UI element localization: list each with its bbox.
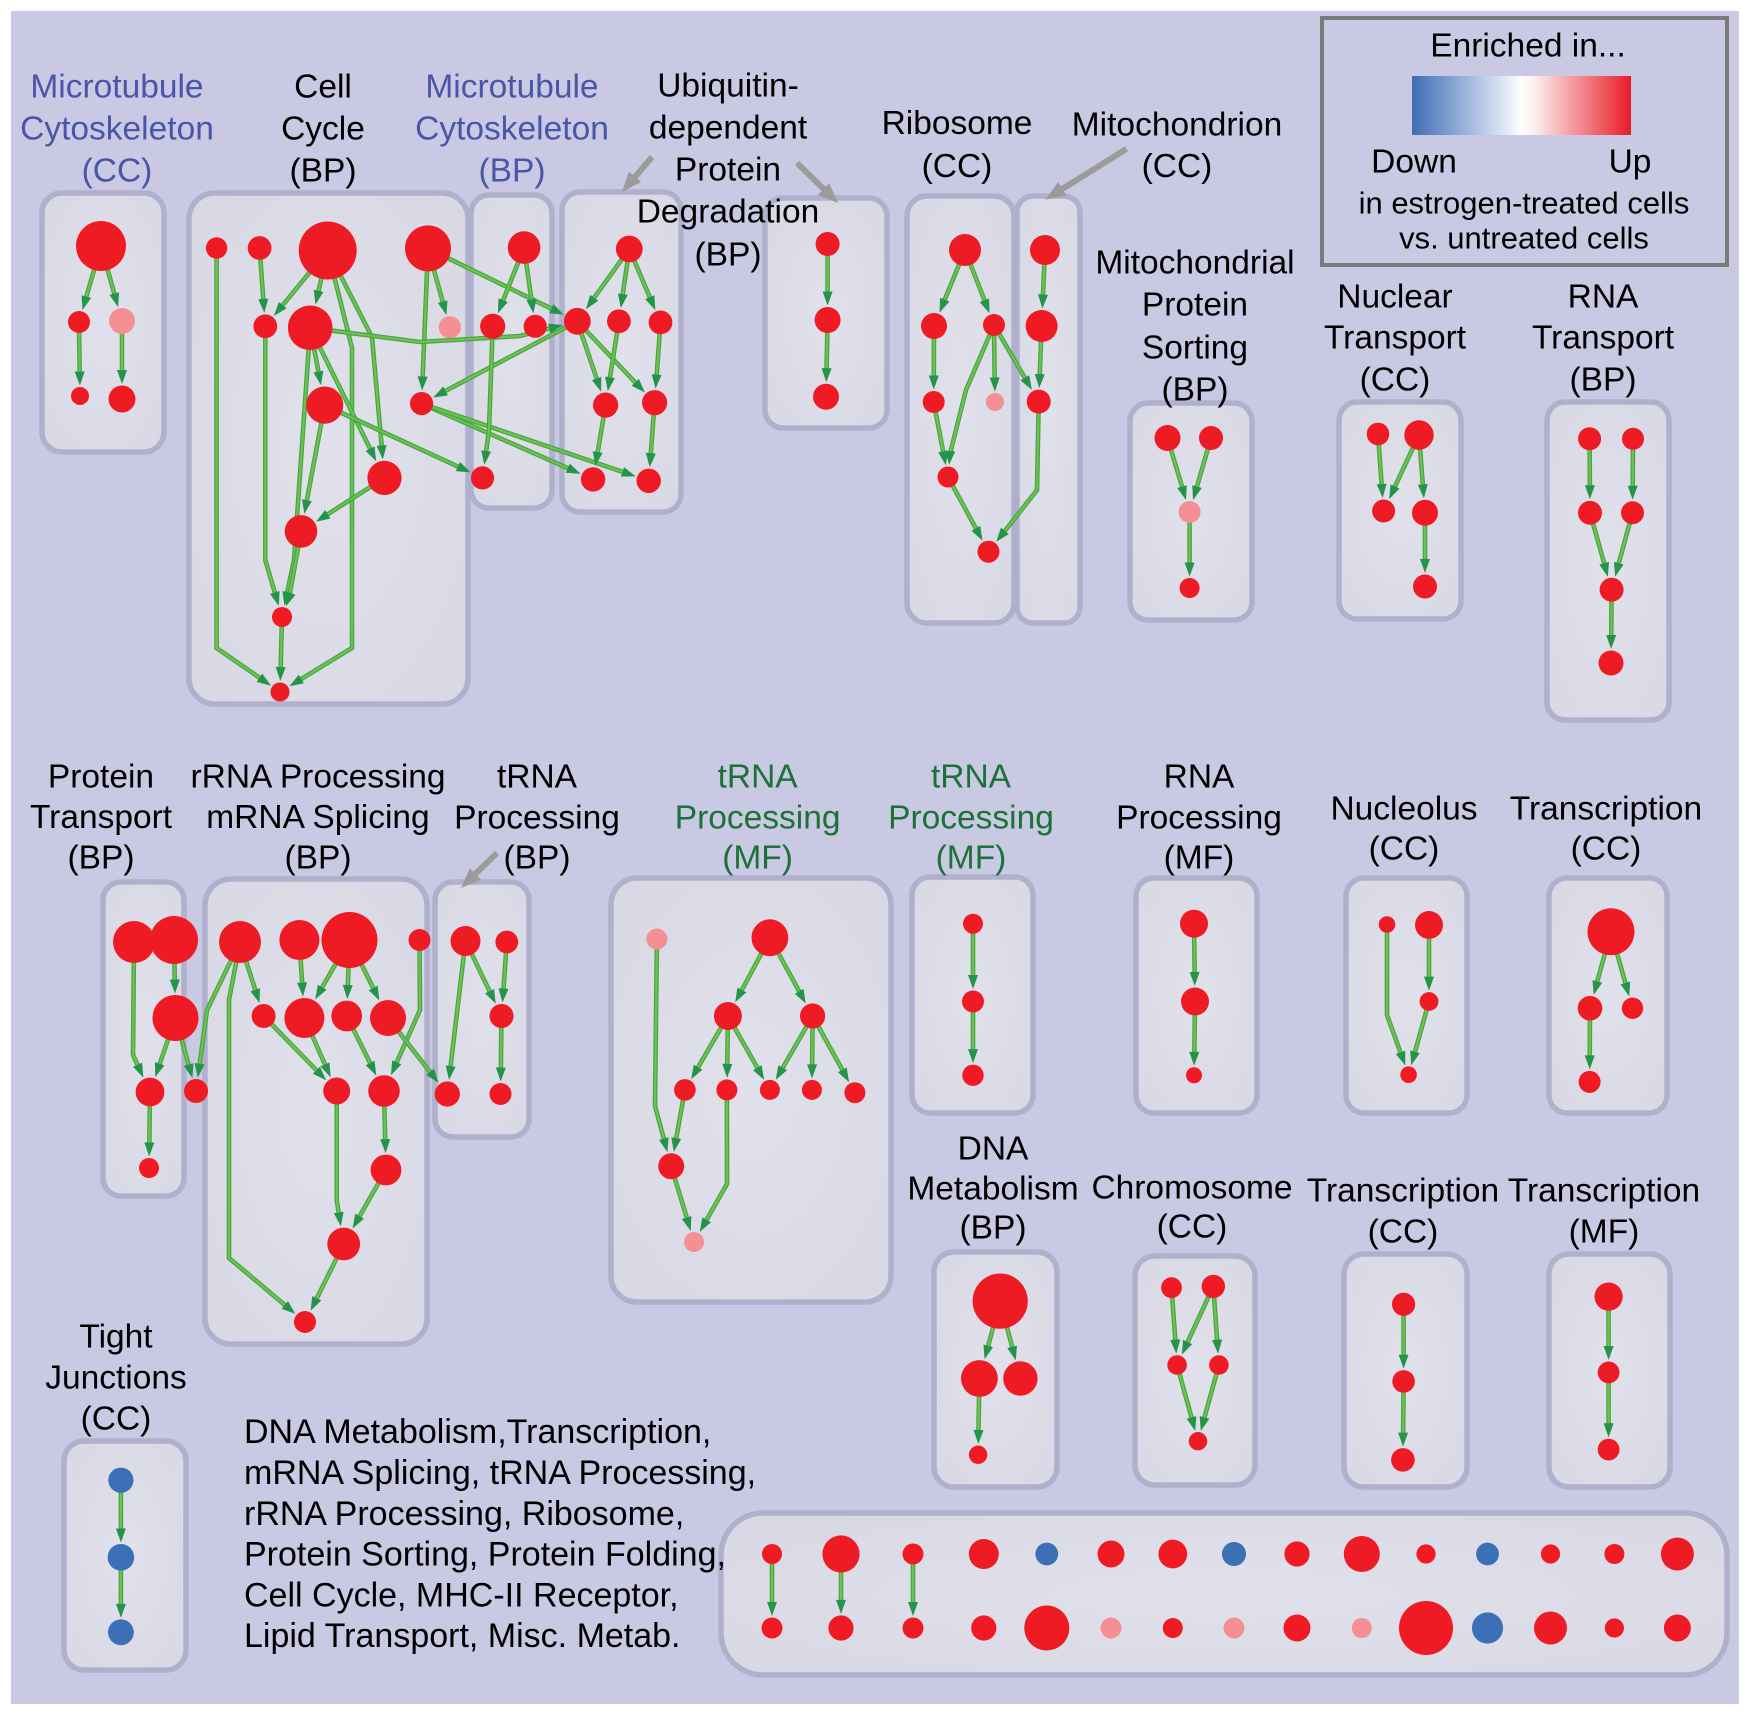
svg-text:(MF): (MF) bbox=[722, 840, 793, 877]
svg-text:Down: Down bbox=[1371, 144, 1457, 181]
svg-text:(BP): (BP) bbox=[504, 840, 571, 877]
svg-text:(CC): (CC) bbox=[1142, 148, 1213, 185]
svg-text:Tight: Tight bbox=[79, 1319, 153, 1356]
svg-text:Protein Sorting, Protein Foldi: Protein Sorting, Protein Folding, bbox=[244, 1536, 726, 1574]
svg-text:dependent: dependent bbox=[649, 110, 808, 147]
svg-text:(CC): (CC) bbox=[1368, 1214, 1439, 1251]
svg-text:Junctions: Junctions bbox=[45, 1360, 187, 1397]
svg-text:Mitochondrial: Mitochondrial bbox=[1095, 245, 1294, 282]
svg-text:(CC): (CC) bbox=[1360, 362, 1431, 399]
svg-text:(MF): (MF) bbox=[1164, 840, 1235, 877]
svg-text:Enriched in...: Enriched in... bbox=[1430, 28, 1626, 65]
svg-text:Processing: Processing bbox=[454, 800, 620, 837]
svg-text:Cycle: Cycle bbox=[281, 111, 365, 148]
svg-text:vs. untreated cells: vs. untreated cells bbox=[1399, 221, 1649, 256]
svg-text:DNA Metabolism,Transcription,: DNA Metabolism,Transcription, bbox=[244, 1413, 711, 1451]
svg-text:(BP): (BP) bbox=[479, 153, 546, 190]
svg-text:Transport: Transport bbox=[1324, 320, 1467, 357]
svg-text:(MF): (MF) bbox=[1569, 1214, 1640, 1251]
svg-text:tRNA: tRNA bbox=[497, 759, 578, 796]
svg-text:(BP): (BP) bbox=[68, 840, 135, 877]
svg-text:Cytoskeleton: Cytoskeleton bbox=[20, 111, 214, 148]
svg-text:Cytoskeleton: Cytoskeleton bbox=[415, 111, 609, 148]
svg-text:Nucleolus: Nucleolus bbox=[1330, 791, 1477, 828]
svg-text:Sorting: Sorting bbox=[1142, 330, 1248, 367]
svg-text:(BP): (BP) bbox=[290, 153, 357, 190]
svg-text:rRNA Processing, Ribosome,: rRNA Processing, Ribosome, bbox=[244, 1495, 684, 1533]
svg-text:RNA: RNA bbox=[1568, 279, 1639, 316]
svg-text:(CC): (CC) bbox=[922, 148, 993, 185]
svg-text:RNA: RNA bbox=[1164, 759, 1235, 796]
svg-text:DNA: DNA bbox=[958, 1131, 1029, 1168]
svg-text:Cell Cycle, MHC-II Receptor,: Cell Cycle, MHC-II Receptor, bbox=[244, 1576, 679, 1614]
svg-text:(BP): (BP) bbox=[1162, 372, 1229, 409]
svg-text:Transport: Transport bbox=[30, 799, 173, 836]
svg-text:mRNA Splicing, tRNA Processing: mRNA Splicing, tRNA Processing, bbox=[244, 1454, 756, 1492]
svg-text:Transport: Transport bbox=[1532, 320, 1675, 357]
svg-text:Ribosome: Ribosome bbox=[882, 105, 1033, 142]
svg-text:Ubiquitin-: Ubiquitin- bbox=[657, 68, 799, 105]
svg-text:Processing: Processing bbox=[675, 800, 841, 837]
svg-text:Processing: Processing bbox=[888, 800, 1054, 837]
svg-text:(BP): (BP) bbox=[1570, 362, 1637, 399]
svg-text:Microtubule: Microtubule bbox=[30, 69, 203, 106]
svg-text:tRNA: tRNA bbox=[931, 759, 1012, 796]
svg-text:Mitochondrion: Mitochondrion bbox=[1072, 107, 1282, 144]
svg-text:Lipid Transport, Misc. Metab.: Lipid Transport, Misc. Metab. bbox=[244, 1617, 681, 1655]
svg-text:(BP): (BP) bbox=[695, 237, 762, 274]
svg-text:(BP): (BP) bbox=[285, 840, 352, 877]
svg-text:(CC): (CC) bbox=[1571, 831, 1642, 868]
svg-text:Transcription: Transcription bbox=[1307, 1173, 1499, 1210]
svg-text:Cell: Cell bbox=[294, 69, 352, 106]
svg-text:Microtubule: Microtubule bbox=[425, 69, 598, 106]
svg-text:Degradation: Degradation bbox=[637, 194, 820, 231]
svg-text:(CC): (CC) bbox=[81, 1401, 152, 1438]
svg-text:Nuclear: Nuclear bbox=[1337, 279, 1452, 316]
svg-text:Metabolism: Metabolism bbox=[907, 1171, 1078, 1208]
svg-text:Protein: Protein bbox=[48, 759, 154, 796]
svg-text:mRNA Splicing: mRNA Splicing bbox=[206, 799, 429, 836]
svg-text:Processing: Processing bbox=[1116, 800, 1282, 837]
svg-text:Chromosome: Chromosome bbox=[1091, 1170, 1292, 1207]
svg-text:Protein: Protein bbox=[675, 152, 781, 189]
svg-text:(MF): (MF) bbox=[936, 840, 1007, 877]
svg-text:(BP): (BP) bbox=[960, 1210, 1027, 1247]
svg-text:Transcription: Transcription bbox=[1508, 1173, 1700, 1210]
svg-text:Transcription: Transcription bbox=[1510, 791, 1702, 828]
svg-text:(CC): (CC) bbox=[1157, 1209, 1228, 1246]
svg-text:(CC): (CC) bbox=[82, 153, 153, 190]
svg-text:tRNA: tRNA bbox=[718, 759, 799, 796]
svg-text:Protein: Protein bbox=[1142, 287, 1248, 324]
svg-text:rRNA Processing: rRNA Processing bbox=[190, 759, 445, 796]
svg-text:in estrogen-treated cells: in estrogen-treated cells bbox=[1359, 186, 1690, 221]
svg-text:Up: Up bbox=[1609, 144, 1652, 181]
svg-text:(CC): (CC) bbox=[1369, 831, 1440, 868]
